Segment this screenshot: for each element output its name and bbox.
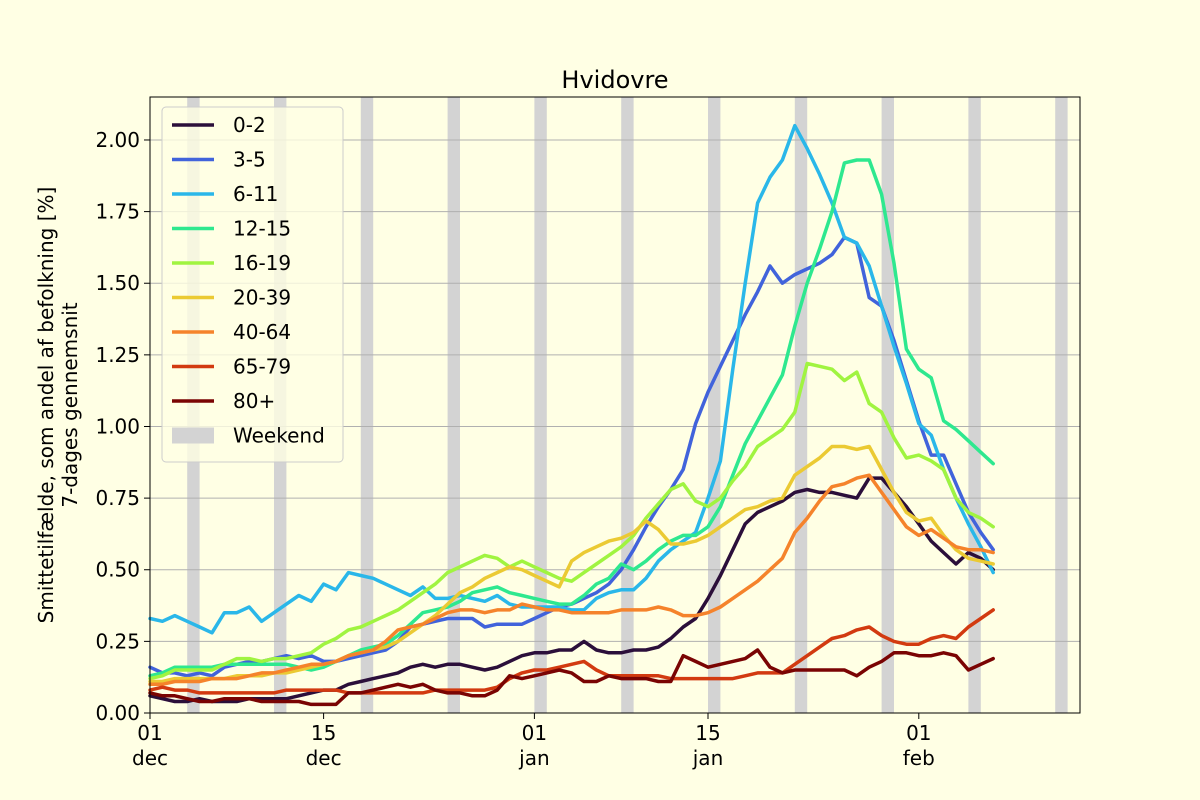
weekend-band [360, 97, 374, 713]
weekend-band [447, 97, 460, 713]
series-line-0-2 [148, 476, 995, 704]
x-tick-label-day: 01 [906, 721, 931, 745]
y-tick-label: 0.25 [95, 629, 140, 653]
plot-frame [149, 96, 1081, 714]
legend-label: 16-19 [233, 251, 291, 275]
series-line-16-19 [148, 361, 995, 681]
legend-label: 65-79 [233, 355, 291, 379]
y-axis-label-line2: 7-dages gennemsnit [58, 302, 82, 507]
y-tick-label: 2.00 [95, 128, 140, 152]
x-tick-label-day: 01 [137, 721, 162, 745]
legend-label: 6-11 [233, 182, 278, 206]
x-tick-label-day: 15 [311, 721, 336, 745]
x-tick-label-day: 15 [695, 721, 720, 745]
y-tick-label: 0.50 [95, 558, 140, 582]
chart-title: Hvidovre [561, 66, 668, 94]
series-line-6-11 [148, 123, 995, 635]
series-line-65-79 [148, 608, 995, 695]
series-line-12-15 [148, 158, 995, 678]
x-tick-label-month: dec [132, 746, 168, 770]
x-tick-label-day: 01 [522, 721, 547, 745]
legend-swatch-weekend [172, 427, 214, 444]
x-tick-label-month: jan [692, 746, 724, 770]
x-tick-label-month: dec [306, 746, 342, 770]
y-tick-label: 1.75 [95, 200, 140, 224]
y-tick-label: 1.00 [95, 414, 140, 438]
weekend-band [1055, 97, 1068, 713]
series-lines [148, 123, 995, 707]
y-tick-label: 0.00 [95, 701, 140, 725]
series-line-80+ [148, 648, 995, 707]
legend-label-weekend: Weekend [233, 424, 325, 448]
legend-label: 80+ [233, 389, 275, 413]
y-axis-label-line1: Smittetilfælde, som andel af befolkning … [34, 187, 58, 624]
weekend-band [794, 97, 808, 713]
y-tick-label: 1.50 [95, 271, 140, 295]
legend-label: 20-39 [233, 286, 291, 310]
series-line-20-39 [148, 444, 995, 684]
weekend-band [621, 97, 634, 713]
legend-label: 12-15 [233, 217, 291, 241]
y-tick-label: 1.25 [95, 343, 140, 367]
series-line-40-64 [148, 473, 995, 687]
weekend-band [881, 97, 894, 713]
y-axis: 0.00 0.25 0.50 0.75 1.00 1.25 1.50 1.75 2.00 [95, 128, 150, 725]
weekend-band [708, 97, 721, 713]
y-tick-label: 0.75 [95, 486, 140, 510]
legend-label: 40-64 [233, 320, 291, 344]
legend-label: 3-5 [233, 148, 266, 172]
weekend-band [534, 97, 547, 713]
x-tick-label-month: jan [518, 746, 550, 770]
legend: 0-2 3-5 6-11 12-15 16-19 20-39 40-64 65-79 80+ We… [161, 106, 344, 463]
x-tick-label-month: feb [903, 746, 935, 770]
legend-label: 0-2 [233, 113, 266, 137]
